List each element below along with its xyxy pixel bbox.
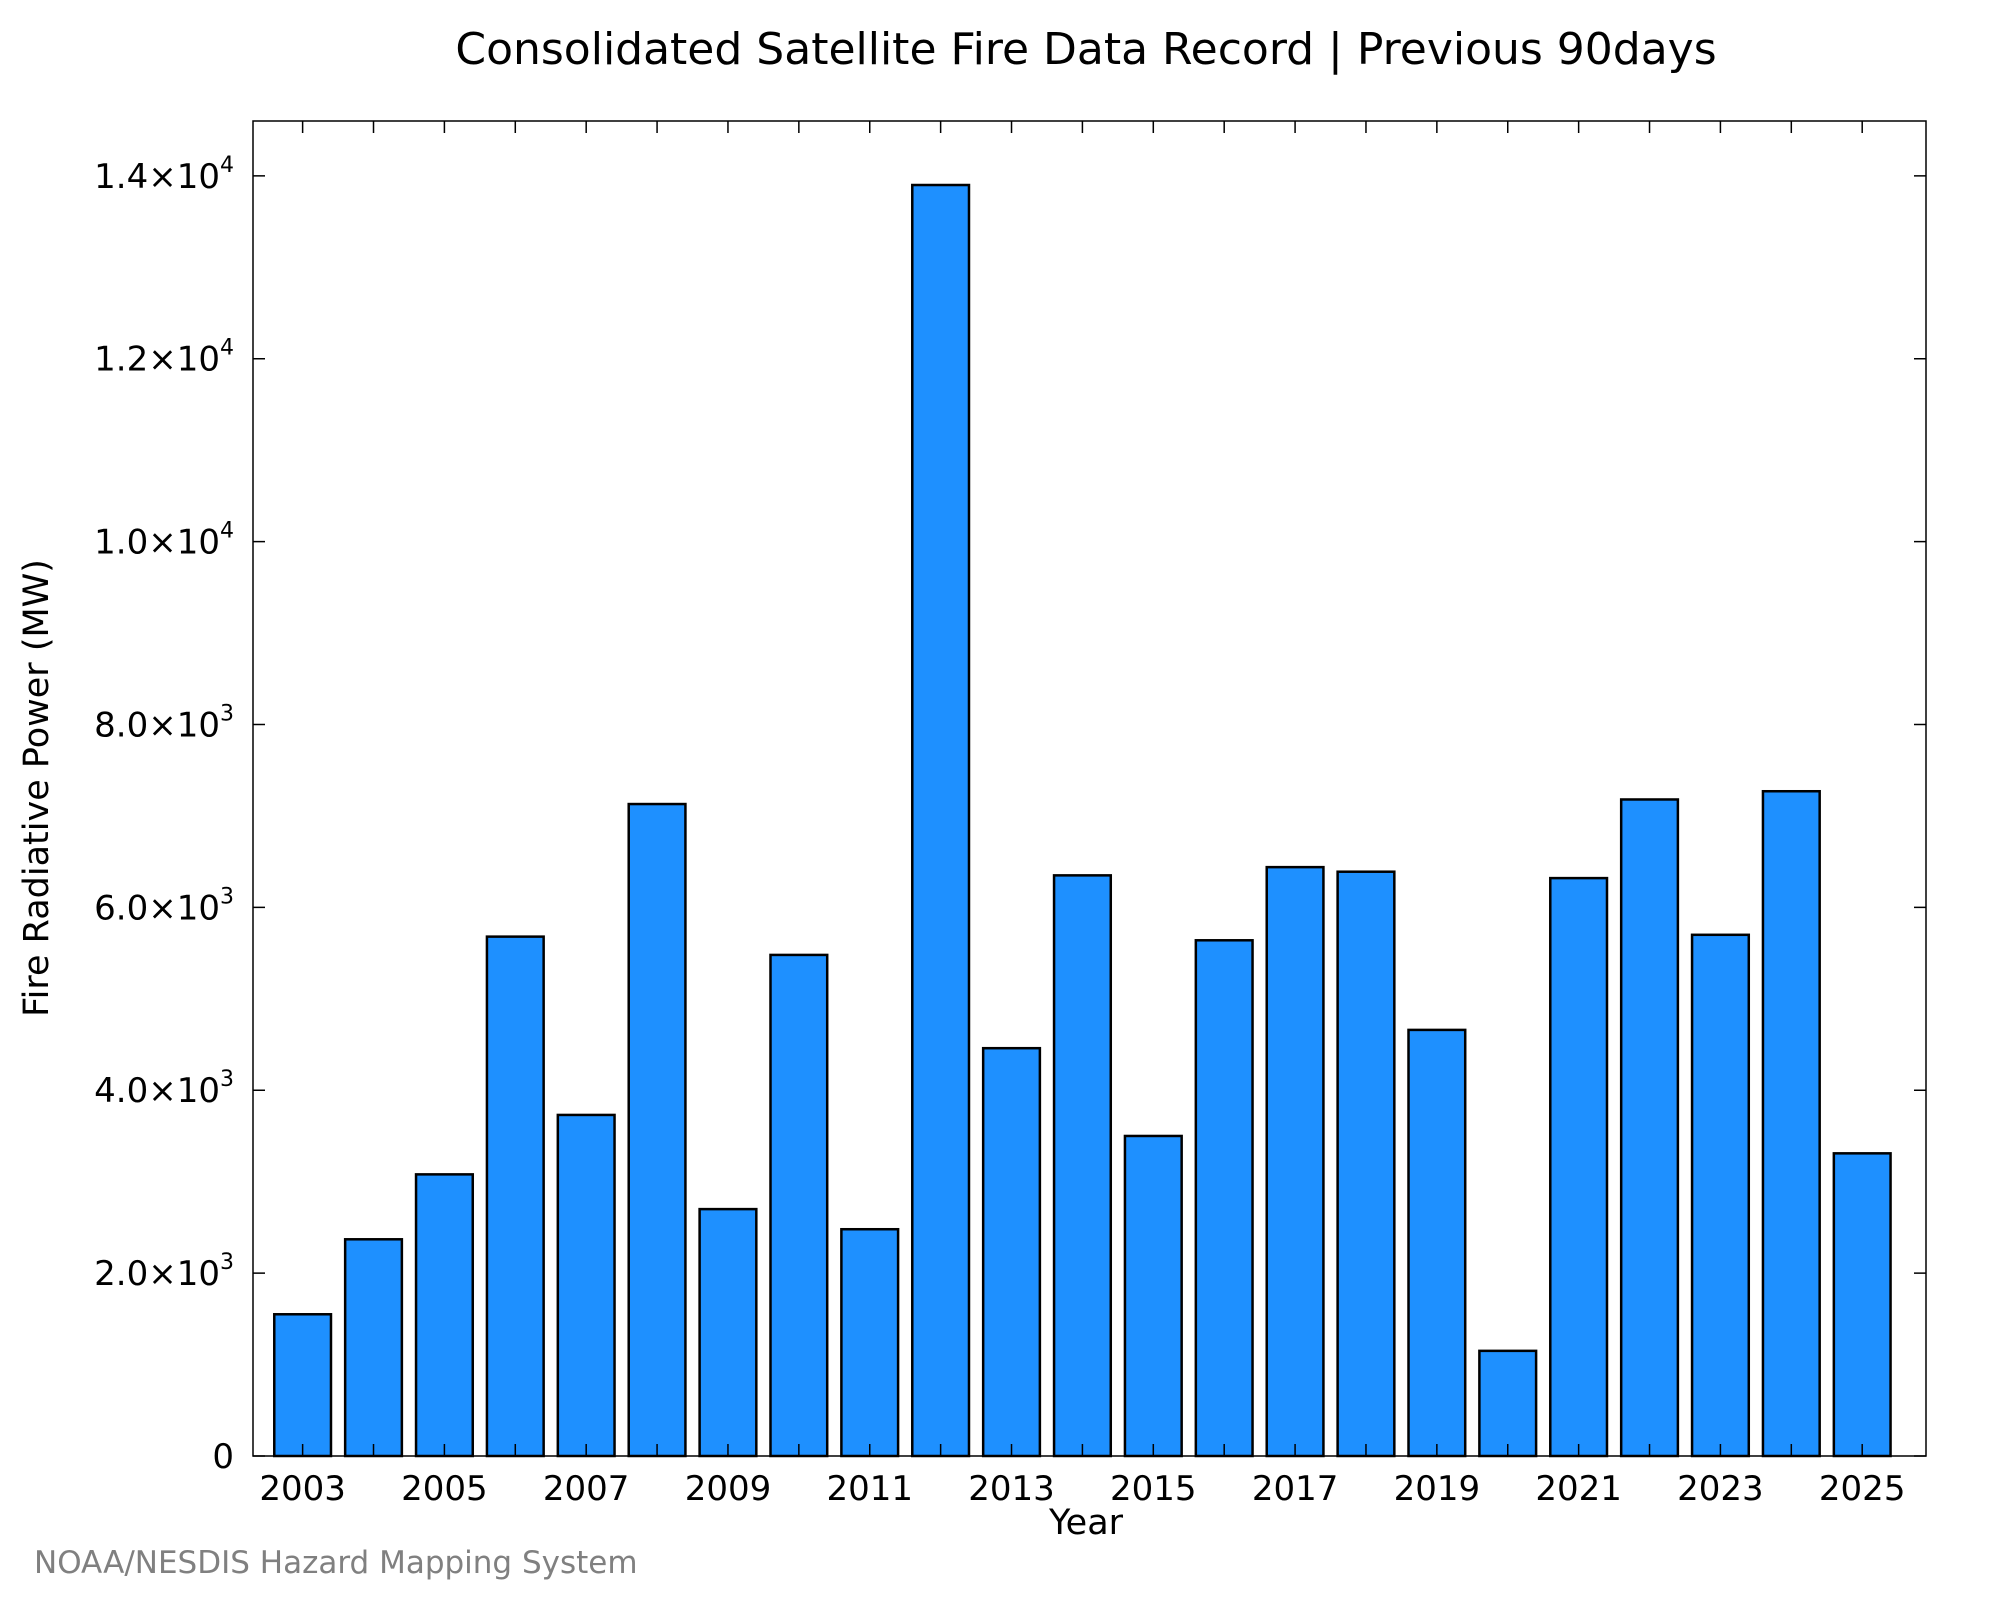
bar-2011 xyxy=(840,1227,900,1458)
x-tick-label: 2009 xyxy=(685,1469,772,1509)
y-tick-label: 8.0×103 xyxy=(94,701,234,745)
x-tick-label: 2023 xyxy=(1677,1469,1764,1509)
bar-2021 xyxy=(1549,876,1609,1458)
bar-2025 xyxy=(1832,1152,1892,1458)
y-tick-label: 2.0×103 xyxy=(94,1250,234,1294)
x-tick-label: 2017 xyxy=(1252,1469,1339,1509)
bar-2015 xyxy=(1123,1134,1183,1458)
bar-2009 xyxy=(698,1207,758,1458)
ticks-group xyxy=(253,121,1926,1457)
bars-group xyxy=(273,183,1892,1458)
x-tick-label: 2025 xyxy=(1819,1469,1906,1509)
bar-2022 xyxy=(1619,798,1680,1458)
x-tick-label: 2015 xyxy=(1110,1469,1197,1509)
chart-title: Consolidated Satellite Fire Data Record … xyxy=(455,24,1716,75)
x-tick-label: 2013 xyxy=(968,1469,1055,1509)
x-axis-label: Year xyxy=(1048,1503,1124,1543)
x-tick-label: 2005 xyxy=(401,1469,488,1509)
bar-2023 xyxy=(1690,933,1751,1458)
bar-2012 xyxy=(911,183,971,1458)
bar-2007 xyxy=(556,1113,616,1458)
plot-area-frame xyxy=(252,120,1927,1457)
x-tick-label: 2019 xyxy=(1394,1469,1481,1509)
bar-2013 xyxy=(981,1046,1042,1458)
bar-2020 xyxy=(1478,1349,1538,1458)
credit-text: NOAA/NESDIS Hazard Mapping System xyxy=(34,1545,638,1581)
bar-2016 xyxy=(1194,939,1254,1458)
bar-2006 xyxy=(485,935,545,1458)
x-tick-label: 2003 xyxy=(259,1469,346,1509)
x-tick-label: 2007 xyxy=(543,1469,630,1509)
bar-2005 xyxy=(414,1173,475,1458)
x-tick-label: 2011 xyxy=(826,1469,913,1509)
y-axis-label: Fire Radiative Power (MW) xyxy=(17,559,57,1017)
bar-2024 xyxy=(1761,789,1821,1458)
bar-2003 xyxy=(273,1313,333,1458)
y-tick-label: 6.0×103 xyxy=(94,884,234,928)
x-tick-label: 2021 xyxy=(1535,1469,1622,1509)
y-tick-label: 4.0×103 xyxy=(94,1067,234,1111)
bar-2010 xyxy=(769,953,829,1458)
y-tick-labels: 0 2.0×103 4.0×103 6.0×103 8.0×103 1.0×104 1.2×… xyxy=(94,153,234,1477)
y-tick-label: 1.2×104 xyxy=(94,336,234,380)
y-tick-label: 0 xyxy=(212,1437,234,1477)
bar-2014 xyxy=(1052,874,1113,1458)
bar-2008 xyxy=(627,802,687,1458)
y-tick-label: 1.0×104 xyxy=(94,519,234,563)
y-tick-label: 1.4×104 xyxy=(94,153,234,197)
bar-2004 xyxy=(343,1238,404,1458)
bar-2018 xyxy=(1336,870,1396,1458)
x-tick-labels: 2003 2005 2007 2009 2011 2013 2015 2017 2019 2021… xyxy=(259,1469,1905,1509)
bar-2019 xyxy=(1407,1028,1467,1458)
bar-2017 xyxy=(1265,865,1325,1458)
